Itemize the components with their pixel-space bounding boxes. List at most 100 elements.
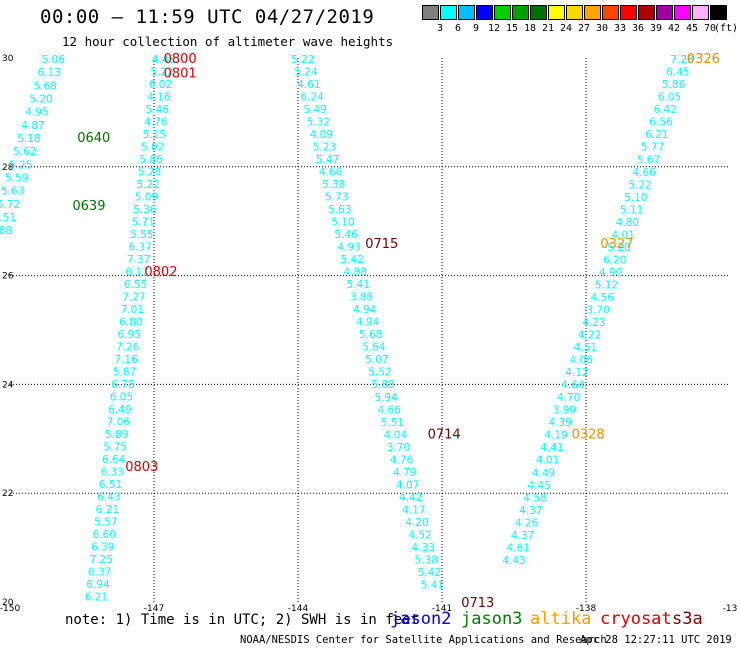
wave-height-value: 3.70 (387, 442, 410, 454)
wave-height-value: 4.94 (356, 317, 380, 329)
wave-height-value: 4.22 (578, 330, 601, 342)
wave-height-value: 4.23 (582, 317, 605, 329)
wave-height-value: 4.64 (561, 380, 585, 392)
pass-time-label: 0640 (77, 131, 110, 146)
pass-time-label: 0803 (125, 460, 158, 475)
wave-height-value: 6.43 (97, 492, 120, 504)
wave-height-value: 6.37 (88, 567, 111, 579)
wave-height-value: 4.66 (633, 167, 657, 179)
pass-time-label: 0715 (365, 237, 398, 252)
wave-height-value: 5.10 (624, 192, 647, 204)
wave-height-value: 6.24 (300, 92, 324, 104)
wave-height-value: 5.28 (138, 167, 161, 179)
legend-label: 33 (613, 23, 627, 34)
wave-height-value: 5.38 (415, 554, 438, 566)
wave-height-value: 5.72 (0, 199, 20, 211)
y-tick-label: 22 (2, 489, 13, 499)
wave-height-value: 5.02 (141, 142, 164, 154)
wave-height-value: 6.21 (85, 592, 108, 604)
legend-swatch (476, 5, 493, 20)
wave-height-value: 5.71 (132, 217, 155, 229)
wave-height-value: 5.52 (368, 367, 391, 379)
wave-height-value: 4.16 (147, 92, 171, 104)
wave-height-value: 5.59 (5, 172, 28, 184)
wave-height-value: 6.49 (108, 404, 131, 416)
wave-height-value: 5.22 (291, 54, 314, 66)
wave-height-value: 5.47 (316, 154, 339, 166)
legend-label: 36 (631, 23, 645, 34)
wave-height-value: 5.18 (17, 133, 40, 145)
wave-height-value: 6.21 (96, 504, 119, 516)
wave-height-value: 6.20 (603, 254, 626, 266)
wave-height-value: 4.09 (310, 129, 333, 141)
wave-height-value: 5.86 (139, 154, 163, 166)
wave-height-value: 6.33 (100, 467, 123, 479)
wave-height-value: 4.19 (544, 430, 567, 442)
wave-height-value: 5.32 (307, 117, 330, 129)
wave-height-value: 6.55 (124, 279, 147, 291)
wave-height-value: 4.76 (144, 117, 168, 129)
wave-height-value: 5.77 (641, 142, 664, 154)
legend-swatch (602, 5, 619, 20)
pass-time-label: 0802 (144, 265, 177, 280)
wave-height-value: 4.06 (570, 355, 594, 367)
wave-height-value: 5.57 (94, 517, 117, 529)
wave-height-value: 5.06 (42, 54, 66, 66)
wave-height-value: 5.89 (105, 429, 128, 441)
legend-swatch (458, 5, 475, 20)
wave-height-value: 4.42 (399, 492, 422, 504)
y-tick-label: 28 (2, 163, 14, 173)
wave-height-value: 7.27 (122, 292, 145, 304)
wave-height-value: 6.37 (128, 242, 151, 254)
legend-label: 9 (472, 23, 480, 34)
wave-height-value: 4.88 (0, 225, 12, 237)
wave-height-value: 6.51 (99, 479, 122, 491)
legend-label: 39 (649, 23, 663, 34)
page-title: 00:00 — 11:59 UTC 04/27/2019 (40, 6, 375, 28)
wave-height-value: 5.42 (418, 567, 441, 579)
wave-height-value: 4.01 (536, 455, 559, 467)
mission-jason3: jason3 (461, 609, 523, 629)
wave-height-value: 4.58 (523, 492, 546, 504)
wave-height-value: 4.45 (528, 480, 551, 492)
wave-height-value: 4.94 (353, 304, 377, 316)
wave-height-value: 5.20 (607, 242, 630, 254)
wave-height-value: 4.93 (337, 242, 360, 254)
wave-height-value: 6.21 (645, 129, 668, 141)
pass-time-label: 0714 (428, 427, 461, 442)
page-subtitle: 12 hour collection of altimeter wave hei… (62, 34, 394, 49)
legend-label: 27 (577, 23, 591, 34)
wave-height-value: 4.95 (25, 107, 48, 119)
y-tick-label: 20 (2, 598, 14, 608)
legend-unit: (ft) (714, 23, 739, 34)
legend-swatch (710, 5, 727, 20)
wave-height-value: 6.45 (666, 67, 689, 79)
wave-height-value: 5.25 (9, 159, 32, 171)
pass-time-label: 0327 (600, 237, 633, 252)
x-tick-label: -13 (723, 604, 738, 614)
pass-time-label: 0801 (164, 67, 197, 82)
pass-time-label: 0713 (461, 596, 494, 611)
wave-height-value: 4.80 (616, 217, 639, 229)
credit-line: NOAA/NESDIS Center for Satellite Applica… (240, 634, 607, 646)
y-tick-label: 26 (2, 272, 14, 282)
wave-height-value: 4.49 (532, 467, 555, 479)
wave-height-value: 4.52 (408, 529, 431, 541)
wave-height-value: 4.37 (519, 505, 542, 517)
legend-swatch (620, 5, 637, 20)
x-tick-label: -141 (432, 604, 452, 614)
wave-height-value: 6.42 (654, 104, 677, 116)
wave-height-value: 5.10 (331, 217, 354, 229)
wave-height-value: 5.86 (662, 79, 686, 91)
wave-height-value: 4.04 (384, 429, 408, 441)
wave-height-value: 4.87 (21, 120, 44, 132)
wave-height-value: 4.79 (393, 467, 416, 479)
wave-height-value: 5.22 (150, 67, 173, 79)
wave-height-value: 5.94 (374, 392, 398, 404)
legend-swatch (656, 5, 673, 20)
generation-timestamp: Apr 28 12:27:11 UTC 2019 (580, 634, 732, 646)
legend-label: 42 (667, 23, 681, 34)
wave-height-value: 3.99 (553, 405, 576, 417)
wave-height-value: 5.22 (136, 179, 159, 191)
legend-swatch (530, 5, 547, 20)
